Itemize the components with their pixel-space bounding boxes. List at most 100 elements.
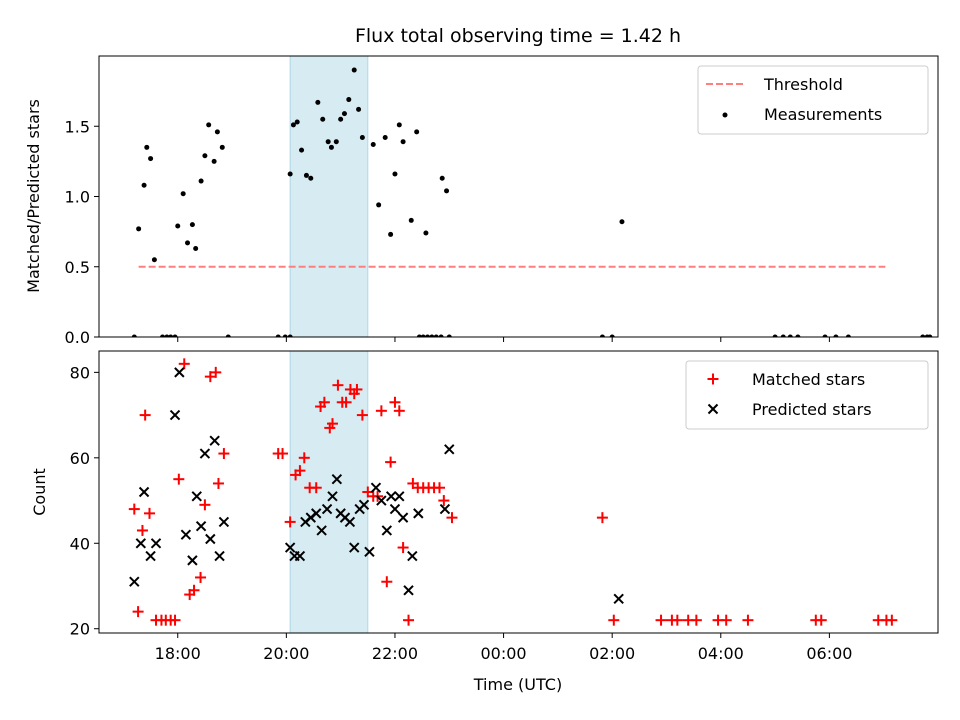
matched-star-marker (144, 507, 156, 519)
measurement-point (294, 119, 300, 125)
measurement-point (425, 334, 431, 337)
measurement-point (444, 188, 450, 194)
x-tick-label: 06:00 (806, 644, 852, 663)
measurement-point (214, 129, 220, 135)
legend-label: Matched stars (752, 370, 865, 389)
predicted-star-marker (444, 444, 455, 455)
predicted-star-marker (344, 516, 356, 528)
measurement-point (144, 144, 150, 150)
measurement-point (211, 158, 217, 164)
measurement-point (160, 334, 166, 337)
x-tick-label: 20:00 (263, 644, 309, 663)
matched-star-marker (381, 576, 393, 588)
predicted-star-marker (381, 525, 393, 536)
predicted-star-marker (187, 555, 198, 566)
measurement-point (416, 334, 422, 337)
predicted-star-marker (394, 491, 405, 502)
measurement-point (845, 334, 851, 337)
matched-star-marker (136, 524, 148, 536)
matched-star-marker (327, 418, 339, 430)
measurement-point (282, 334, 288, 337)
matched-star-marker (433, 482, 445, 494)
predicted-star-marker (389, 503, 401, 515)
measurement-point (795, 334, 801, 337)
matched-star-marker (815, 614, 827, 626)
top-y-axis-label: Matched/Predicted stars (24, 99, 43, 293)
predicted-star-marker (407, 550, 418, 562)
predicted-star-marker (145, 550, 156, 562)
predicted-star-marker (358, 499, 370, 511)
measurement-point (338, 116, 344, 122)
y-tick-label: 0.5 (65, 258, 90, 277)
matched-star-marker (393, 405, 405, 417)
predicted-star-marker (214, 550, 225, 562)
predicted-star-marker (316, 525, 327, 536)
measurement-point (396, 122, 402, 128)
measurement-point (833, 334, 839, 337)
legend-matched-handle (707, 373, 719, 385)
matched-star-marker (199, 499, 211, 511)
matched-star-marker (294, 465, 306, 477)
measurement-point (609, 334, 615, 337)
matched-star-marker (397, 542, 409, 554)
predicted-star-marker (150, 538, 162, 549)
matched-star-marker (169, 614, 181, 626)
y-tick-label: 60 (70, 449, 90, 468)
predicted-star-marker (129, 576, 140, 587)
matched-star-marker (318, 396, 330, 408)
measurement-point (392, 171, 398, 177)
legend-predicted-handle (707, 403, 719, 415)
predicted-star-marker (180, 529, 192, 540)
legend: Threshold Measurements (697, 65, 929, 135)
measurement-point (376, 202, 382, 208)
measurement-point (599, 334, 605, 337)
predicted-star-marker (209, 435, 220, 446)
measurement-point (346, 97, 352, 103)
measurement-point (328, 144, 334, 150)
measurement-point (320, 116, 326, 122)
y-tick-label: 0.0 (65, 328, 90, 347)
matched-star-marker (218, 448, 230, 460)
matched-star-marker (128, 503, 140, 515)
measurement-point (439, 175, 445, 181)
measurement-point (414, 129, 420, 135)
measurement-point (920, 334, 926, 337)
matched-star-marker (132, 606, 144, 618)
predicted-star-marker (218, 516, 230, 528)
y-tick-label: 20 (70, 620, 90, 639)
measurement-point (400, 139, 406, 145)
matched-star-marker (596, 512, 608, 524)
matched-star-marker (375, 405, 387, 417)
predicted-star-marker (321, 503, 333, 515)
matched-star-marker (403, 614, 415, 626)
measurement-point (225, 334, 231, 337)
matched-star-marker (173, 473, 185, 485)
matched-star-marker (742, 614, 754, 626)
legend: Matched stars Predicted stars (685, 360, 929, 430)
y-tick-label: 80 (70, 363, 90, 382)
measurement-point (429, 334, 435, 337)
matched-star-marker (298, 452, 310, 464)
matched-star-marker (332, 379, 344, 391)
legend-box (685, 360, 929, 430)
matched-star-marker (446, 512, 458, 524)
predicted-star-marker (294, 550, 306, 562)
predicted-star-marker (284, 542, 296, 553)
predicted-star-marker (403, 585, 414, 596)
predicted-star-marker (413, 508, 424, 519)
predicted-star-marker (327, 491, 338, 502)
legend-box (697, 65, 929, 135)
measurement-point (388, 231, 394, 237)
legend-label: Measurements (764, 105, 882, 124)
predicted-star-marker (199, 448, 211, 459)
matched-star-marker (277, 448, 289, 460)
panel-bottom: 20 40 60 80 18:00 20:00 22:00 00:00 02:00 04:00 06… (70, 350, 939, 663)
measurement-point (136, 226, 142, 232)
measurement-point (325, 139, 331, 145)
matched-star-marker (389, 396, 401, 408)
predicted-star-marker (364, 546, 375, 558)
measurement-point (185, 240, 191, 246)
measurement-point (189, 222, 195, 228)
measurement-point (290, 122, 296, 128)
measurement-point (438, 334, 444, 337)
